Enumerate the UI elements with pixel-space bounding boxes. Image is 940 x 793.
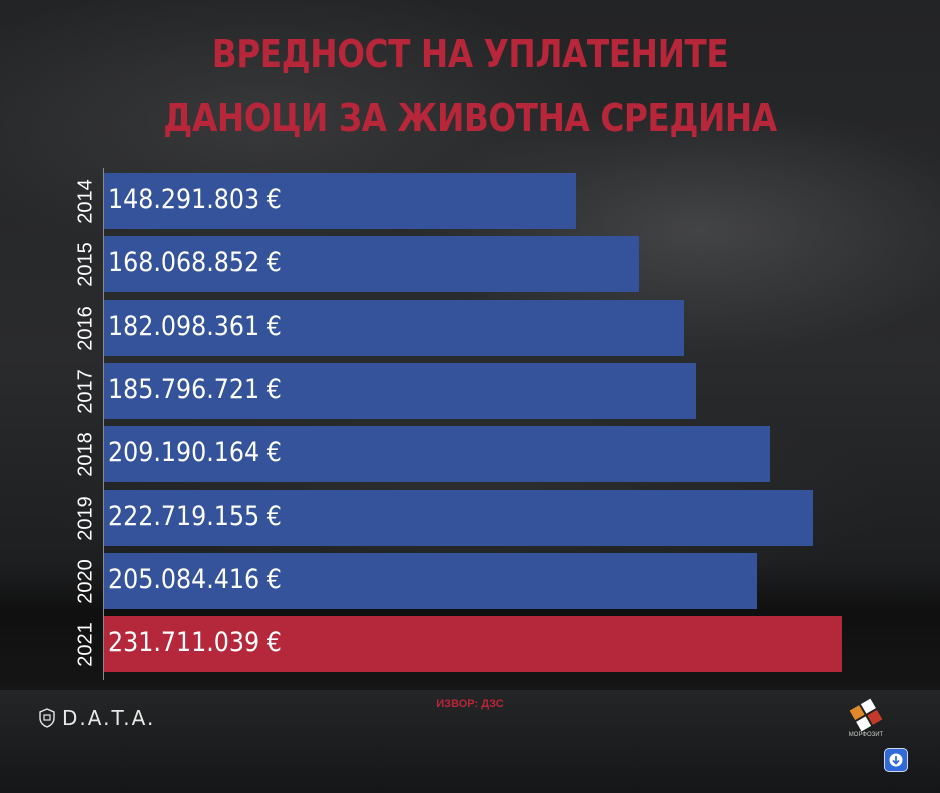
data-logo-name: D.A.T.A.: [62, 706, 156, 730]
bar-value-label: 209.190.164 €: [108, 437, 282, 469]
year-tick-label: 2018: [74, 432, 97, 477]
morfozit-logo: МОРФОЗИТ: [842, 698, 890, 742]
shield-icon: [39, 708, 55, 728]
year-tick-label: 2021: [74, 622, 97, 667]
bar-value-label: 185.796.721 €: [108, 373, 282, 405]
bar-value-label: 231.711.039 €: [108, 627, 282, 659]
bar-2014: [104, 173, 577, 229]
title-line-2: ДАНОЦИ ЗА ЖИВОТНА СРЕДИНА: [163, 96, 777, 140]
year-tick-label: 2015: [74, 242, 97, 288]
data-logo: D.A.T.A.: [38, 706, 155, 730]
bar-value-label: 222.719.155 €: [108, 500, 282, 532]
bar-2019: [104, 489, 814, 546]
bar-2021: [104, 616, 842, 673]
year-tick-label: 2014: [74, 179, 97, 224]
bar-value-label: 182.098.361 €: [108, 310, 282, 342]
bar-2015: [104, 236, 640, 293]
chart-title: ВРЕДНОСТ НА УПЛАТЕНИТЕ ДАНОЦИ ЗА ЖИВОТНА…: [66, 22, 874, 150]
source-note: ИЗВОР: ДЗС: [436, 698, 504, 710]
bar-2018: [104, 426, 771, 483]
bar-value-label: 205.084.416 €: [108, 563, 282, 595]
down-arrow-icon: [889, 753, 903, 767]
year-tick-label: 2019: [74, 495, 97, 541]
year-tick-label: 2016: [74, 305, 97, 351]
title-line-1: ВРЕДНОСТ НА УПЛАТЕНИТЕ: [211, 32, 729, 76]
year-tick-label: 2020: [74, 559, 97, 604]
bar-value-label: 148.291.803 €: [108, 184, 282, 215]
bar-value-label: 168.068.852 €: [108, 247, 282, 279]
scroll-down-button[interactable]: [884, 748, 908, 772]
bar-2016: [104, 299, 684, 356]
bar-2017: [104, 362, 696, 419]
morfozit-logo-mark: [849, 698, 883, 732]
y-axis-line: [103, 168, 104, 680]
bar-2020: [104, 552, 758, 609]
morfozit-logo-text: МОРФОЗИТ: [848, 732, 884, 738]
year-tick-label: 2017: [74, 369, 97, 414]
